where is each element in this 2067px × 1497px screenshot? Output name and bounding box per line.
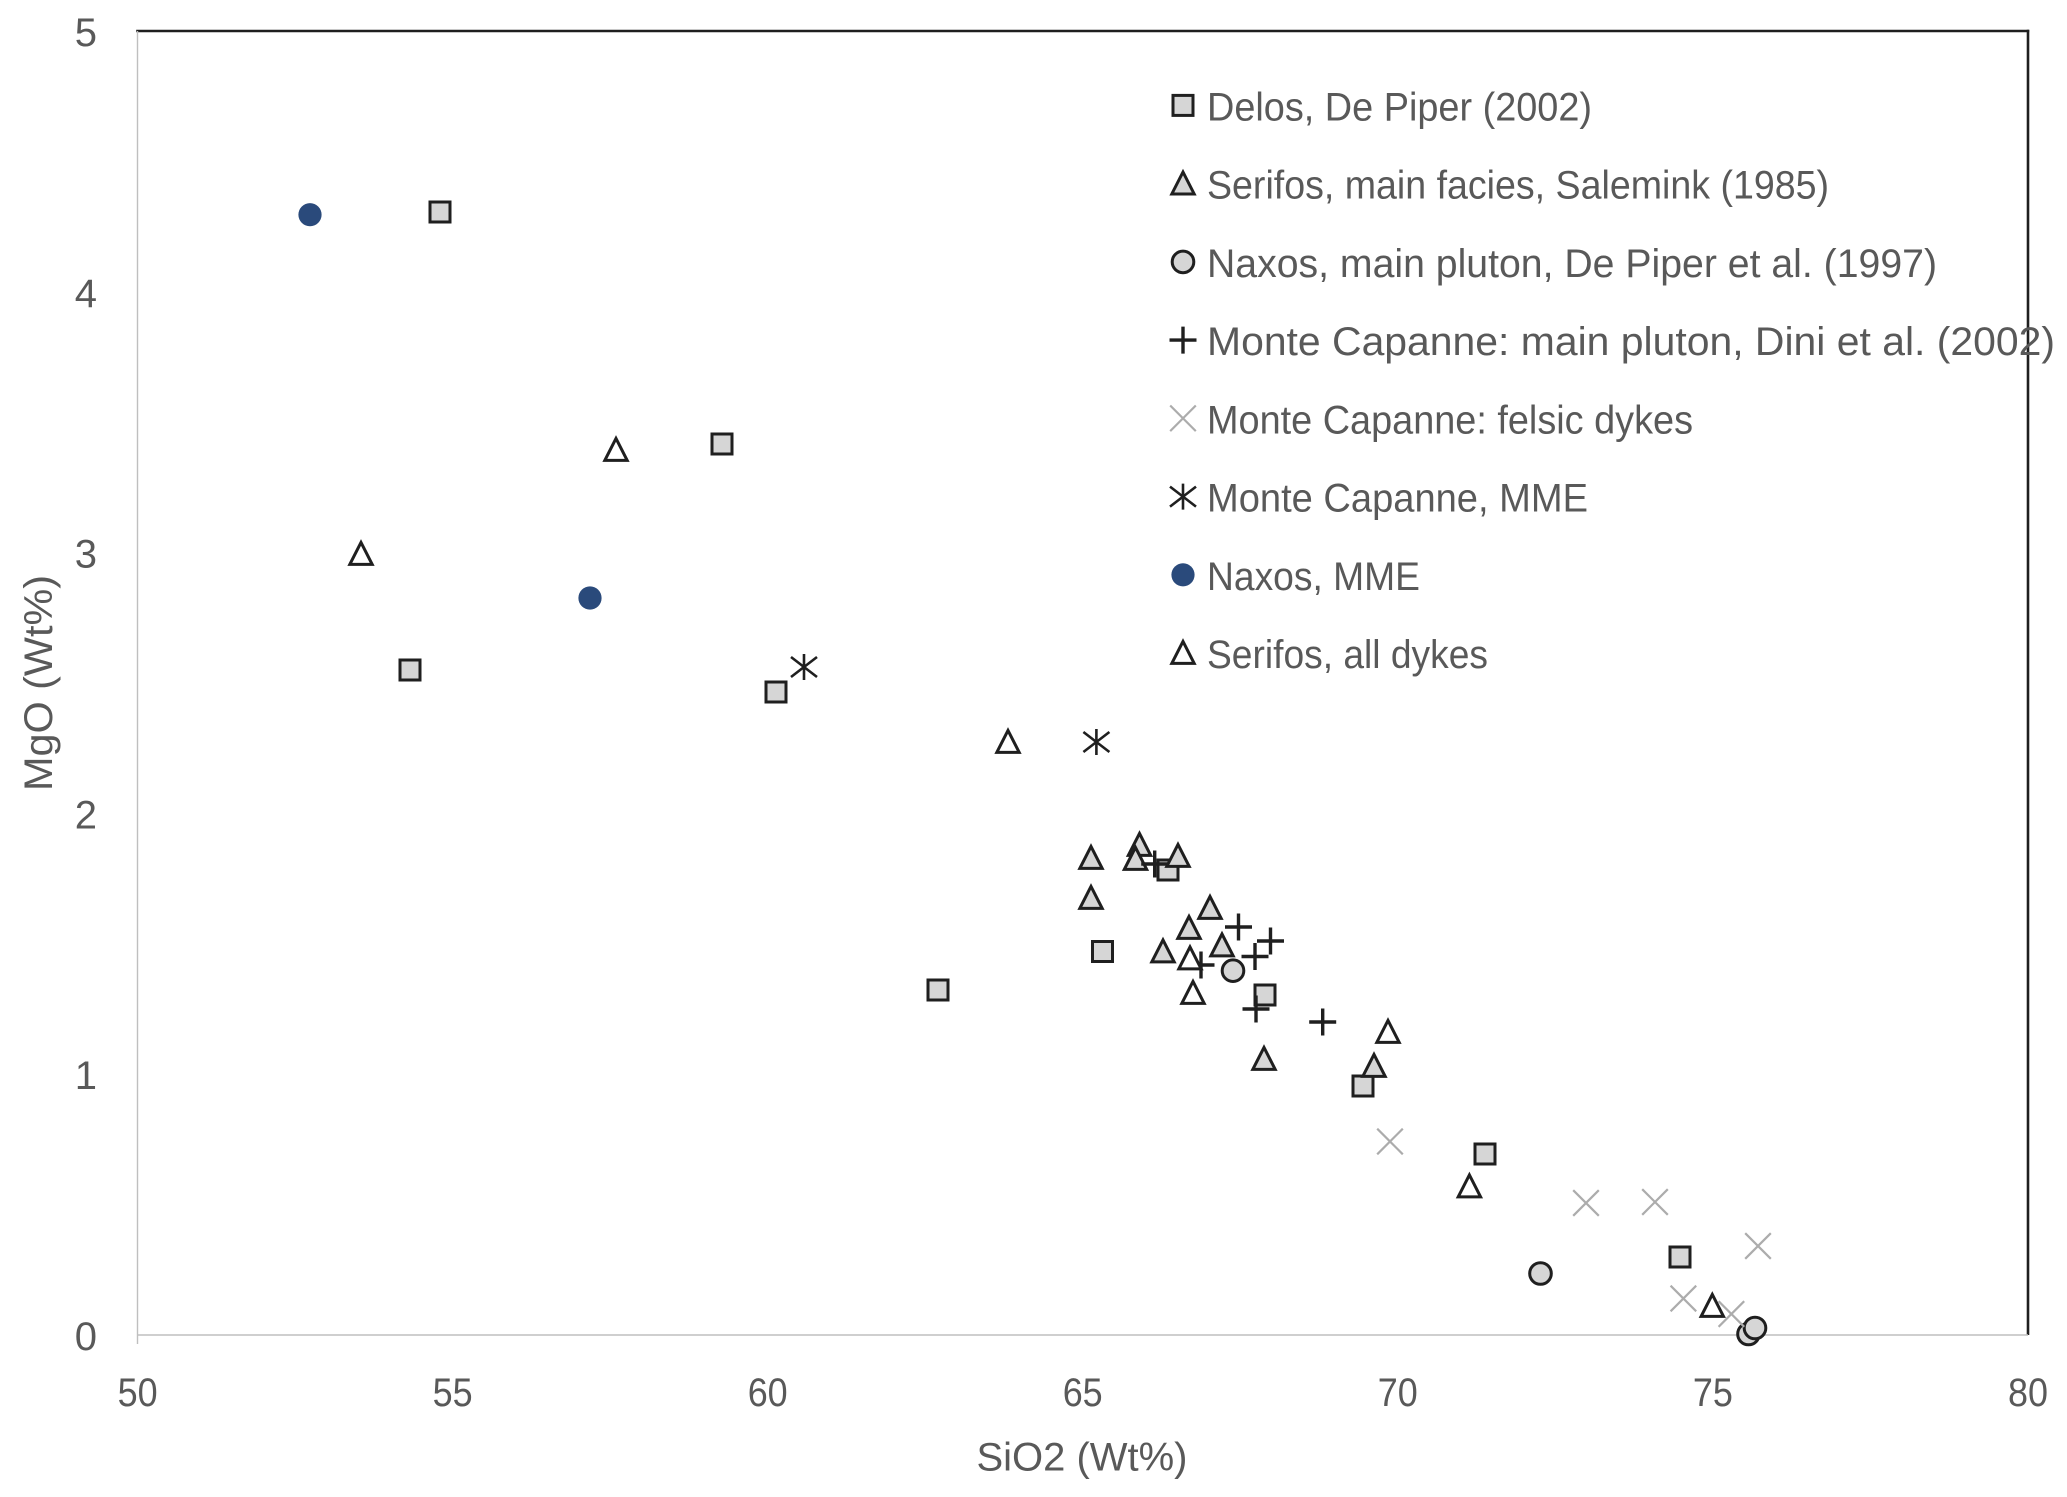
svg-text:4: 4 — [75, 272, 97, 316]
svg-text:65: 65 — [1063, 1371, 1103, 1415]
svg-text:MgO (Wt%): MgO (Wt%) — [17, 575, 61, 791]
svg-text:60: 60 — [748, 1371, 788, 1415]
svg-text:5: 5 — [75, 11, 97, 55]
svg-text:70: 70 — [1378, 1371, 1418, 1415]
svg-text:55: 55 — [433, 1371, 473, 1415]
svg-text:Delos, De Piper (2002): Delos, De Piper (2002) — [1207, 85, 1592, 129]
svg-text:80: 80 — [2008, 1371, 2048, 1415]
svg-text:2: 2 — [75, 793, 97, 837]
svg-text:SiO2 (Wt%): SiO2 (Wt%) — [977, 1436, 1188, 1480]
svg-text:Monte Capanne: main pluton, Di: Monte Capanne: main pluton, Dini et al. … — [1207, 320, 2055, 364]
svg-text:0: 0 — [75, 1315, 97, 1359]
svg-text:1: 1 — [75, 1054, 97, 1098]
svg-text:Serifos, all dykes: Serifos, all dykes — [1207, 633, 1488, 677]
svg-text:Naxos, MME: Naxos, MME — [1207, 555, 1420, 599]
svg-text:75: 75 — [1693, 1371, 1733, 1415]
svg-text:Serifos, main facies, Salemink: Serifos, main facies, Salemink (1985) — [1207, 164, 1829, 208]
svg-text:50: 50 — [118, 1371, 158, 1415]
svg-text:Monte Capanne, MME: Monte Capanne, MME — [1207, 477, 1588, 521]
svg-text:3: 3 — [75, 533, 97, 577]
svg-text:Monte Capanne: felsic dykes: Monte Capanne: felsic dykes — [1207, 398, 1693, 442]
svg-text:Naxos, main pluton, De Piper e: Naxos, main pluton, De Piper et al. (199… — [1207, 242, 1937, 286]
